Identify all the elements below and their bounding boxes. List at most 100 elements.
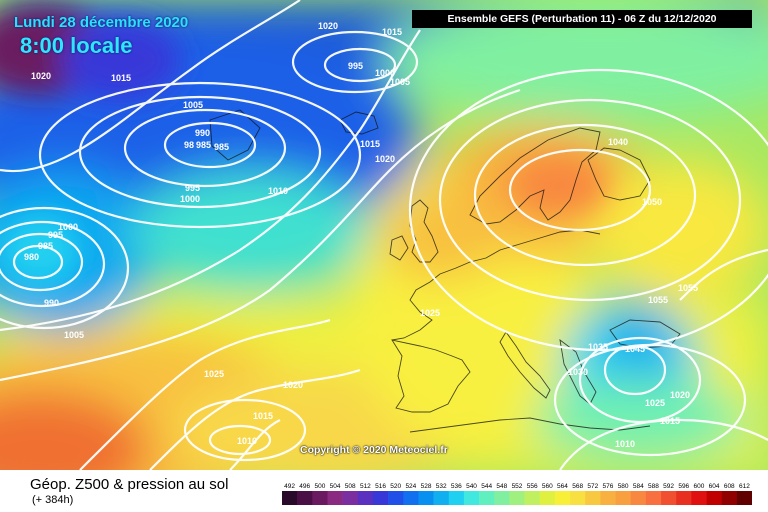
legend-tick-604: 604 [709,483,720,490]
colour-legend: 492 496 500 504 508 512 516 520 524 528 532 536 540 5… [282,483,752,505]
isobar-label-1025-se: 1025 [645,398,665,408]
forecast-date: Lundi 28 décembre 2020 [14,14,189,31]
run-info-banner: Ensemble GEFS (Perturbation 11) - 06 Z d… [412,10,752,28]
isobar-label-1020-top: 1020 [318,21,338,31]
isobar-label-1015-top: 1015 [382,27,402,37]
isobar-label-985-wlow: 985 [38,241,53,251]
legend-swatch-576 [600,491,616,505]
isobar-label-1020-nw: 1020 [31,71,51,81]
isobar-label-995-top: 995 [348,61,363,71]
footer-bar: Géop. Z500 & pression au sol (+ 384h) 49… [0,470,768,512]
isobar-label-1010-se: 1010 [615,439,635,449]
isobar-label-1025-sw: 1025 [204,369,224,379]
legend-swatch-560 [539,491,556,505]
isobar-label-1005-top: 1005 [390,77,410,87]
isobar-label-1055-east: 1055 [678,283,698,293]
legend-tick-512: 512 [360,483,371,490]
isobar-label-980-wlow: 980 [24,252,39,262]
isobar-label-98-nlow: 98 [184,140,194,150]
legend-tick-544: 544 [481,483,492,490]
isobar-label-1005-nlow: 1005 [183,100,203,110]
legend-swatch-608 [721,491,738,505]
legend-tick-556: 556 [527,483,538,490]
isobars [0,0,768,470]
isobar-label-1035-med: 1035 [588,342,608,352]
isobar-label-990-nlow: 990 [195,128,210,138]
legend-swatch-596 [676,491,692,505]
legend-tick-560: 560 [542,483,553,490]
isobar-label-985-nlow-a: 985 [196,140,211,150]
legend-tick-592: 592 [663,483,674,490]
isobar-label-1025-france: 1025 [420,308,440,318]
legend-tick-492: 492 [284,483,295,490]
legend-swatch-512 [357,491,374,505]
legend-tick-504: 504 [330,483,341,490]
legend-tick-520: 520 [390,483,401,490]
footer-title: Géop. Z500 & pression au sol [30,476,229,493]
isobar-label-1015-sw: 1015 [253,411,273,421]
isobar-label-1015-mid: 1015 [360,139,380,149]
legend-swatch-580 [615,491,632,505]
legend-tick-588: 588 [648,483,659,490]
isobar-label-990-wlow: 990 [44,298,59,308]
legend-swatch-548 [494,491,510,505]
legend-swatch-532 [433,491,450,505]
legend-swatch-564 [554,491,571,505]
isobar-label-1000-top: 1000 [375,68,395,78]
legend-tick-580: 580 [618,483,629,490]
legend-tick-552: 552 [512,483,523,490]
legend-tick-536: 536 [451,483,462,490]
legend-swatch-584 [630,491,647,505]
legend-tick-548: 548 [496,483,507,490]
copyright-notice: Copyright © 2020 Meteociel.fr [300,444,448,456]
legend-swatch-492 [282,491,298,505]
legend-tick-572: 572 [587,483,598,490]
isobar-label-1015-se: 1015 [660,416,680,426]
legend-tick-564: 564 [557,483,568,490]
legend-swatch-520 [388,491,404,505]
legend-swatch-508 [342,491,359,505]
isobar-label-1010-mid: 1010 [268,186,288,196]
isobar-label-1020-mid: 1020 [375,154,395,164]
isobar-label-1045-med: 1045 [625,344,645,354]
isobar-label-995-wlow: 995 [48,230,63,240]
isobar-label-1005-wlow: 1005 [64,330,84,340]
footer-subtitle: (+ 384h) [32,494,74,506]
legend-tick-608: 608 [724,483,735,490]
legend-tick-540: 540 [466,483,477,490]
legend-swatch-592 [661,491,677,505]
isobar-label-1030-med: 1030 [568,367,588,377]
isobar-label-1010-sw: 1010 [237,436,257,446]
legend-swatch-600 [691,491,707,505]
legend-tick-596: 596 [678,483,689,490]
legend-swatch-536 [448,491,465,505]
legend-swatch-572 [585,491,601,505]
legend-swatch-500 [312,491,328,505]
legend-swatch-504 [327,491,343,505]
legend-swatch-556 [524,491,541,505]
legend-swatch-496 [297,491,313,505]
legend-tick-524: 524 [405,483,416,490]
legend-tick-576: 576 [603,483,614,490]
isobar-label-1055-ne: 1055 [648,295,668,305]
legend-tick-528: 528 [421,483,432,490]
legend-swatch-604 [706,491,722,505]
isobar-label-985-nlow-b: 985 [214,142,229,152]
legend-swatch-516 [372,491,389,505]
legend-tick-600: 600 [694,483,705,490]
legend-tick-516: 516 [375,483,386,490]
legend-tick-500: 500 [314,483,325,490]
isobar-label-1050-east: 1050 [642,197,662,207]
isobar-label-1000-nlow: 1000 [180,194,200,204]
isobar-label-1015-nw: 1015 [111,73,131,83]
forecast-time: 8:00 locale [20,33,133,58]
legend-swatch-544 [479,491,495,505]
isobar-label-1020-se: 1020 [670,390,690,400]
isobar-label-1040-scand: 1040 [608,137,628,147]
legend-swatch-528 [418,491,434,505]
isobar-label-1000-wlow: 1000 [58,222,78,232]
legend-tick-496: 496 [299,483,310,490]
legend-swatch-552 [509,491,525,505]
